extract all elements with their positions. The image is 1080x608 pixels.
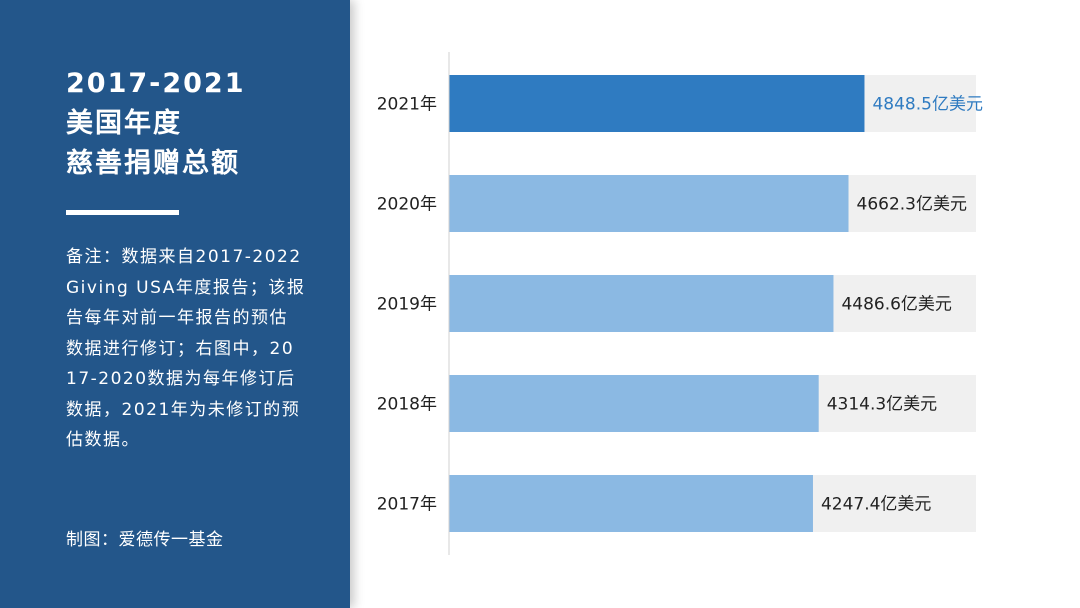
bar xyxy=(449,275,834,332)
title-line-2: 美国年度 xyxy=(66,108,182,139)
data-label: 4486.6亿美元 xyxy=(841,295,951,315)
data-label: 4662.3亿美元 xyxy=(857,195,967,215)
chart-credit: 制图：爱德传一基金 xyxy=(66,530,224,550)
category-label: 2017年 xyxy=(377,495,437,515)
category-label: 2019年 xyxy=(377,295,437,315)
bar xyxy=(449,175,849,232)
title-line-1: 2017-2021 xyxy=(66,68,246,99)
data-label: 4247.4亿美元 xyxy=(821,495,931,515)
data-label: 4848.5亿美元 xyxy=(872,95,982,115)
category-label: 2018年 xyxy=(377,395,437,415)
category-label: 2020年 xyxy=(377,195,437,215)
bar xyxy=(449,375,819,432)
data-source-note: 备注：数据来自2017-2022Giving USA年度报告；该报告每年对前一年… xyxy=(66,247,306,450)
page-title: 2017-2021 美国年度 慈善捐赠总额 xyxy=(66,64,336,184)
data-label: 4314.3亿美元 xyxy=(827,395,937,415)
title-underline xyxy=(66,210,179,215)
bar xyxy=(449,75,865,132)
bar xyxy=(449,475,813,532)
left-info-panel: 2017-2021 美国年度 慈善捐赠总额 备注：数据来自2017-2022Gi… xyxy=(0,0,350,608)
bar-chart: 2021年 4848.5亿美元 2020年 4662.3亿美元 2019年 4486.6亿… xyxy=(377,52,983,555)
title-line-3: 慈善捐赠总额 xyxy=(66,148,240,179)
category-label: 2021年 xyxy=(377,95,437,115)
